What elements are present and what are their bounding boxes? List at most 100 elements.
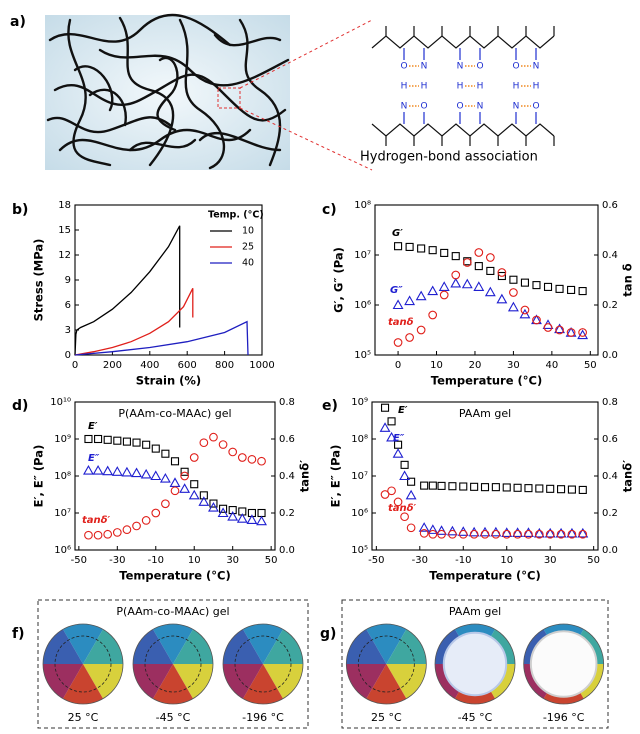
x-tick-label: 50 [265,555,278,566]
circle-marker [532,315,541,325]
circle-marker [189,453,199,462]
circle-marker [556,529,566,539]
circle-marker [103,529,113,539]
backbone [371,123,555,137]
square-marker [555,284,564,293]
x-axis-label: Temperature (°C) [429,569,540,583]
triangle-marker [496,293,508,304]
atom: N [513,102,520,112]
polymer-chain [46,116,172,134]
circle-marker [428,529,438,539]
polymer-chain [88,88,127,127]
triangle-marker [179,483,191,493]
triangle-marker [542,319,554,329]
plot-frame [74,204,263,356]
triangle-marker [427,524,439,534]
circle-marker [485,253,495,262]
triangle-marker [450,277,462,288]
triangle-marker [415,290,427,301]
square-marker [437,481,446,490]
triangle-marker [523,527,534,537]
circle-marker [502,529,512,539]
square-marker [578,287,587,296]
panel-label: e) [322,398,338,414]
series-label: G″ [390,285,403,296]
series-label: G′ [392,228,403,239]
atom: N [533,62,540,72]
triangle-marker [577,329,589,340]
square-marker [491,483,500,492]
y-tick-label: 10⁵ [351,545,368,556]
panel-label: b) [12,202,28,218]
square-marker [480,483,490,492]
square-marker [407,477,416,486]
triangle-marker [468,526,480,537]
y-tick-label: 10⁹ [54,434,71,445]
circle-marker [448,529,457,539]
x-tick-label: -30 [412,555,428,566]
y2-tick-label: 0.6 [602,200,618,211]
square-marker [417,244,426,253]
circle-marker [524,529,533,539]
color-sector [243,624,283,664]
gel-outline [357,635,415,693]
square-marker [170,457,180,466]
color-sector [366,624,407,664]
square-marker [122,437,131,446]
triangle-marker [418,522,430,532]
triangle-marker [140,468,152,479]
circle-marker [161,499,170,509]
x-tick-label: 10 [500,555,513,566]
circle-marker [393,497,403,507]
triangle-marker [227,510,239,521]
atom: O [456,102,463,112]
y-tick-label: 15 [58,225,71,236]
legend-label: 10 [242,226,254,237]
y-tick-label: 10¹⁰ [50,397,71,408]
triangle-marker [533,527,545,538]
y2-tick-label: 0.4 [279,471,295,482]
polymer-chain [178,18,225,170]
square-marker [557,485,566,494]
x-tick-label: 30 [226,555,239,566]
atom: H [421,82,428,92]
square-marker [578,485,587,494]
circle-marker [228,447,238,457]
legend-label: 25 [242,242,254,253]
atom: H [513,82,520,92]
y2-tick-label: 0.8 [279,397,295,408]
circle-marker [406,523,416,533]
square-marker [513,483,522,492]
circle-marker [247,455,257,464]
series-label: tanδ′ [388,503,417,514]
panel-label: g) [320,626,336,642]
circle-marker [218,440,228,449]
polymer-chain [48,13,232,47]
circle-marker [545,529,555,539]
circle-marker [141,516,151,525]
atom: O [512,62,519,72]
triangle-marker [490,526,502,537]
x-tick-label: 40 [545,360,558,371]
circle-marker [84,530,93,540]
y2-tick-label: 0.0 [602,350,618,361]
atom: O [400,62,407,72]
zoom-line [239,107,373,171]
square-marker [257,508,266,518]
x-tick-label: 800 [215,360,234,371]
wheel-rim [222,623,304,705]
triangle-marker [131,467,142,478]
square-marker [459,482,468,491]
y-tick-label: 10⁵ [354,350,371,361]
y2-axis-label: tanδ′ [621,460,635,492]
y-tick-label: 6 [65,300,71,311]
square-marker [380,403,390,412]
x-axis-label: Strain (%) [136,374,201,388]
series-label: E′ [88,421,98,432]
square-marker [520,278,529,287]
triangle-marker [479,526,491,537]
y2-tick-label: 0.4 [602,471,618,482]
y-tick-label: 12 [58,250,71,261]
triangle-marker [217,507,229,518]
